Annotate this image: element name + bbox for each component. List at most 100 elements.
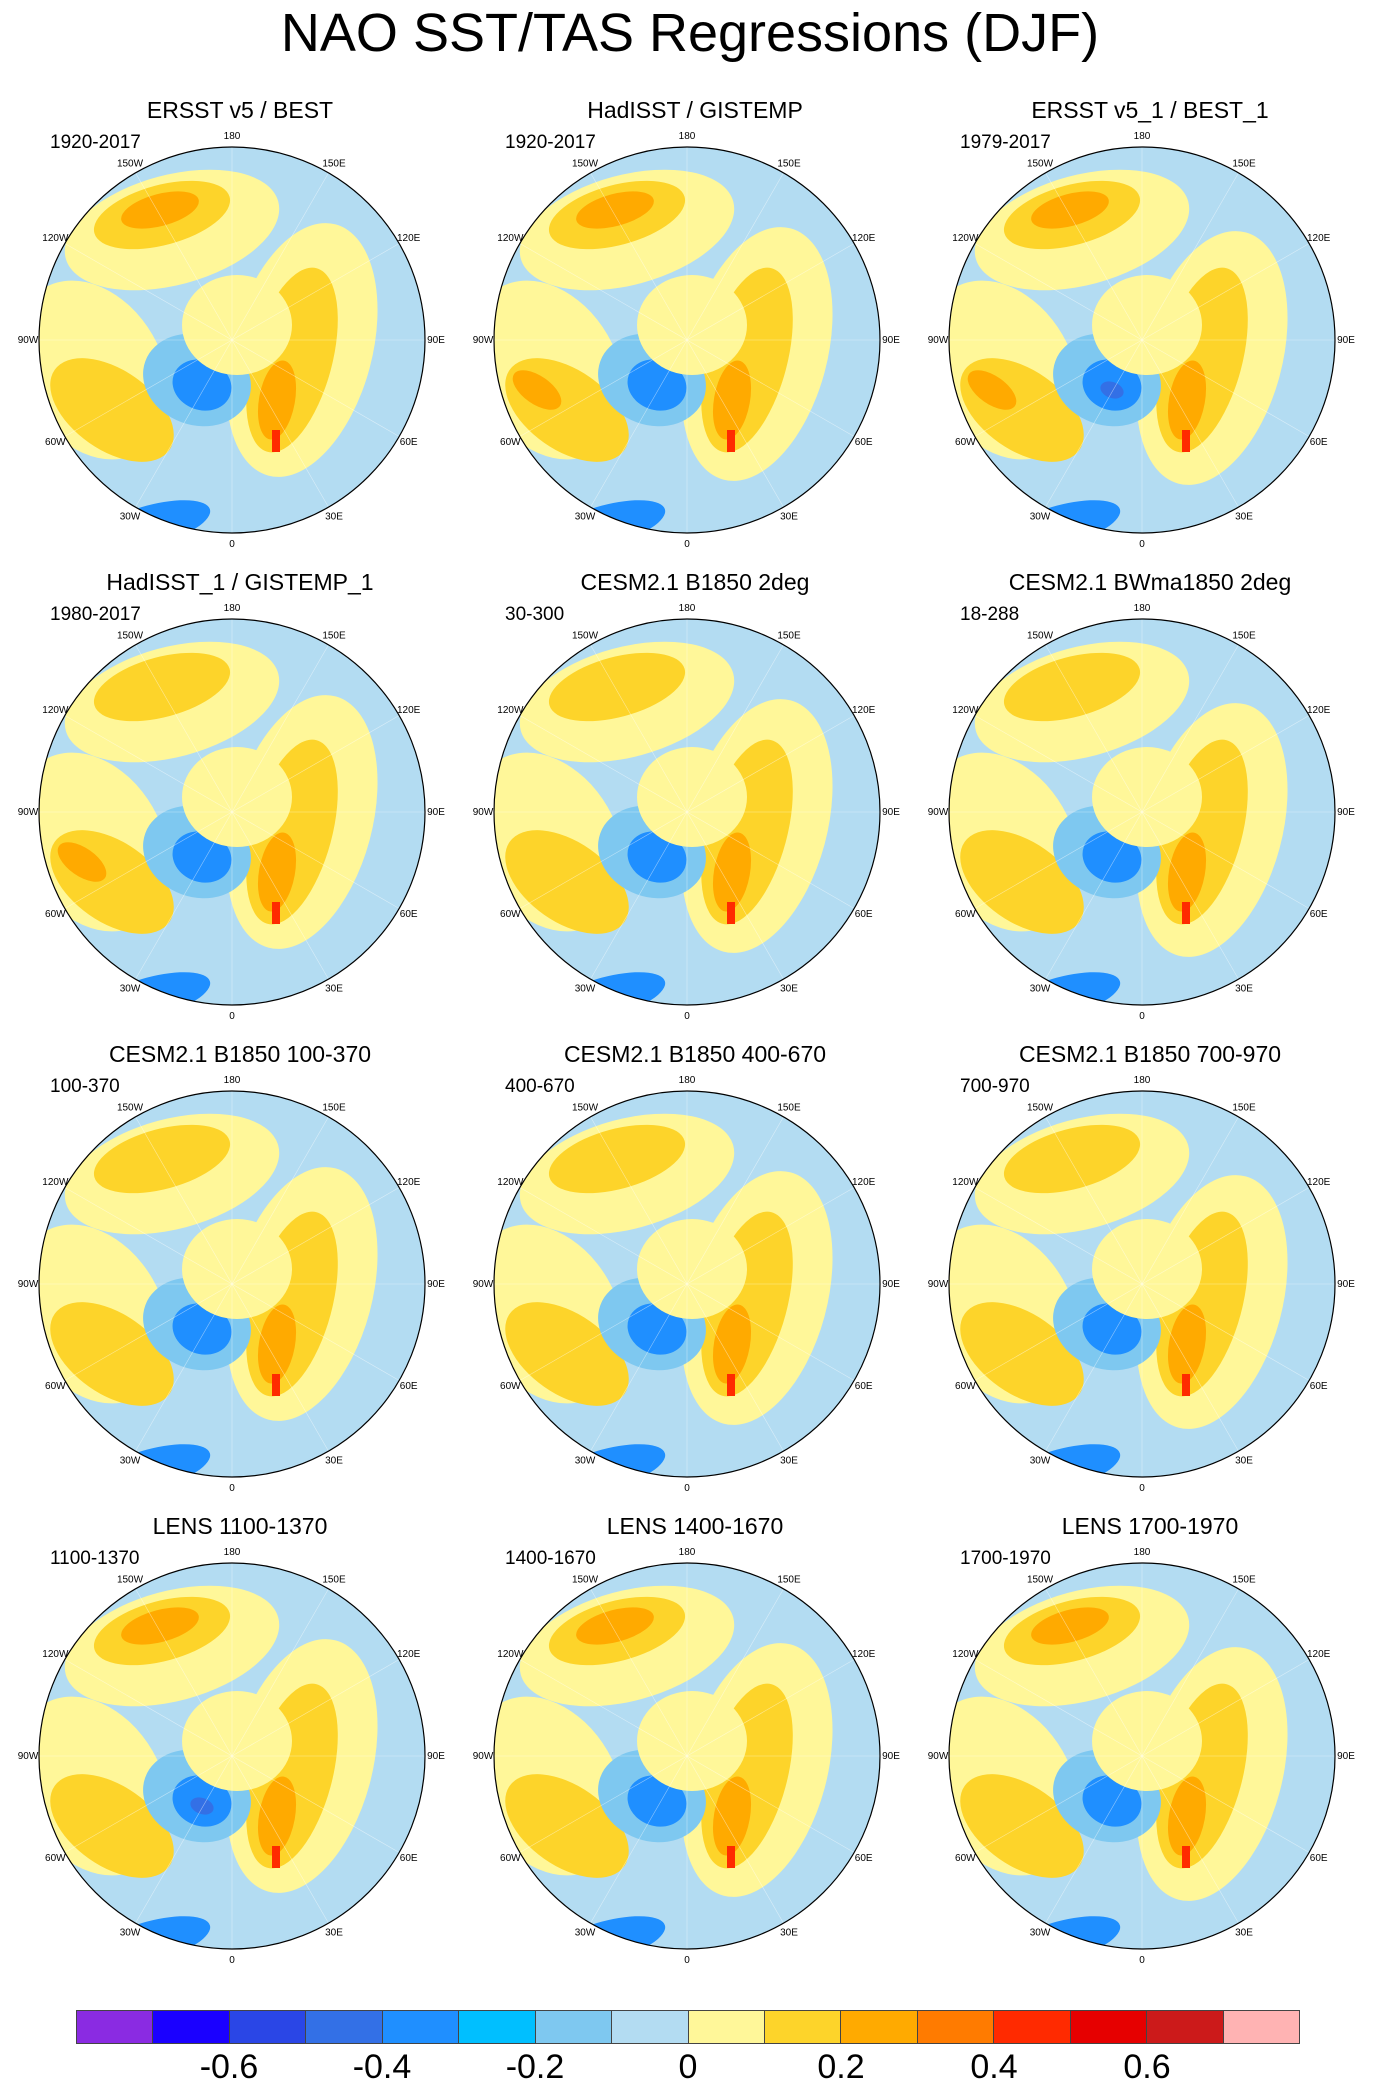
anomaly-region [272,902,280,924]
longitude-label: 180 [679,1075,696,1086]
meridian-line [519,243,688,341]
longitude-label: 90W [473,1279,494,1290]
longitude-label: 90E [1337,335,1355,346]
meridian-line [64,811,233,909]
anomaly-region [712,1776,752,1856]
map-panel: 180 150E 120E 90E 60E 30E 0 30W 60W 90W 120W 150W C… [10,1040,470,1510]
polar-map: 180 150E 120E 90E 60E 30E 0 30W 60W 90W 120W 150W [928,1547,1356,1966]
longitude-label: 60E [1310,1381,1328,1392]
anomaly-region [1167,1776,1207,1856]
longitude-label: 120E [397,705,421,716]
longitude-label: 150W [1027,1102,1054,1113]
longitude-label: 90W [18,1751,39,1762]
longitude-label: 60W [45,1853,66,1864]
longitude-label: 60W [500,1853,521,1864]
longitude-label: 120W [42,705,69,716]
longitude-label: 0 [229,539,235,550]
meridian-line [590,1755,688,1924]
longitude-label: 90E [882,1279,900,1290]
meridian-line [135,339,233,508]
longitude-label: 180 [1134,1075,1151,1086]
longitude-label: 150E [777,630,801,641]
longitude-label: 60W [500,437,521,448]
colorbar-segment [1147,2011,1224,2043]
anomaly-region [1082,1303,1142,1355]
polar-map: 180 150E 120E 90E 60E 30E 0 30W 60W 90W 120W 150W [18,1075,446,1494]
meridian-line [1045,1588,1143,1757]
meridian-line [135,1755,233,1924]
colorbar-segment [382,2011,460,2043]
longitude-label: 120W [497,1649,524,1660]
longitude-label: 90E [882,807,900,818]
colorbar-segment [153,2011,230,2043]
meridian-line [590,172,688,341]
longitude-label: 120E [1307,1649,1331,1660]
map-panel: 180 150E 120E 90E 60E 30E 0 30W 60W 90W 120W 150W L… [465,1512,925,1982]
longitude-label: 0 [229,1011,235,1022]
colorbar-segment [841,2011,918,2043]
meridian-line [231,1187,400,1285]
anomaly-region [1167,360,1207,440]
meridian-line [519,1187,688,1285]
anomaly-region [257,1776,297,1856]
anomaly-region [172,831,232,883]
anomaly-region [1092,1219,1202,1319]
anomaly-region [1082,831,1142,883]
longitude-label: 0 [1139,1955,1145,1966]
anomaly-region [272,1374,280,1396]
longitude-label: 180 [224,603,241,614]
longitude-label: 150W [572,630,599,641]
meridian-line [519,1755,688,1853]
longitude-label: 150W [1027,1574,1054,1585]
colorbar-segment [459,2011,536,2043]
anomaly-region [172,359,232,411]
anomaly-region [50,358,174,462]
anomaly-region [50,1302,174,1406]
meridian-line [1141,1116,1239,1285]
longitude-label: 0 [684,1483,690,1494]
colorbar-segment [535,2011,613,2043]
anomaly-region [1182,902,1190,924]
polar-map: 180 150E 120E 90E 60E 30E 0 30W 60W 90W 120W 150W [473,131,901,550]
panel-title: HadISST / GISTEMP [587,97,803,123]
longitude-label: 90E [427,807,445,818]
colorbar-segment [994,2011,1071,2043]
longitude-label: 30W [575,1928,596,1939]
anomaly-region [576,191,654,229]
meridian-line [590,644,688,813]
anomaly-region [257,1304,297,1384]
meridian-line [686,811,855,909]
polar-map: 180 150E 120E 90E 60E 30E 0 30W 60W 90W 120W 150W [18,131,446,550]
colorbar-segment [77,2011,154,2043]
longitude-label: 120W [952,1649,979,1660]
meridian-line [231,715,400,813]
panel-period: 1979-2017 [960,132,1051,153]
longitude-label: 150E [322,630,346,641]
meridian-line [231,1659,400,1757]
anomaly-region [960,830,1084,934]
longitude-label: 30W [575,1456,596,1467]
meridian-line [686,1588,784,1757]
meridian-line [519,811,688,909]
panel-title: HadISST_1 / GISTEMP_1 [106,569,374,595]
longitude-label: 150W [117,1574,144,1585]
panel-period: 1100-1370 [50,1548,140,1569]
meridian-line [231,339,400,437]
meridian-line [1141,811,1310,909]
colorbar-label: 0.4 [970,2048,1018,2086]
anomaly-region [1100,381,1124,399]
longitude-label: 180 [679,603,696,614]
longitude-label: 180 [679,1547,696,1558]
anomaly-region [627,1775,687,1827]
meridian-line [64,1755,233,1853]
longitude-label: 60E [855,1381,873,1392]
meridian-line [231,172,329,341]
meridian-line [1045,172,1143,341]
anomaly-region [548,1124,686,1194]
longitude-label: 180 [1134,1547,1151,1558]
meridian-line [1141,339,1310,437]
longitude-label: 60W [955,1853,976,1864]
map-border [948,1090,1336,1478]
longitude-label: 120W [497,705,524,716]
panel-period: 1920-2017 [505,132,596,153]
